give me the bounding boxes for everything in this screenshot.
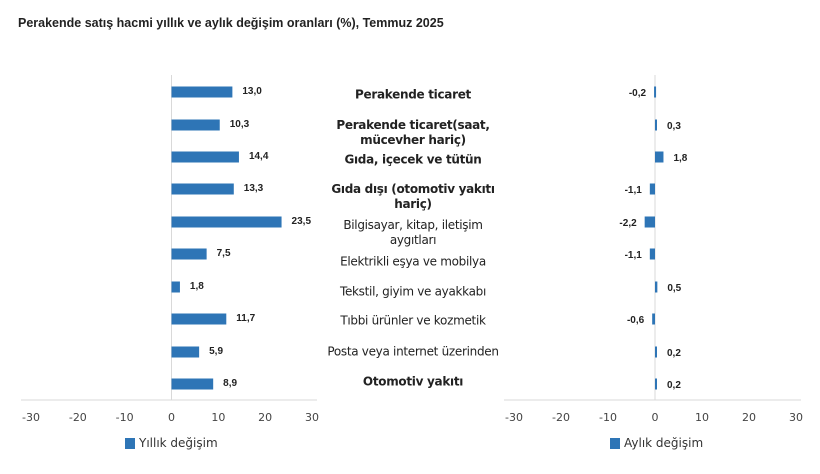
bar [171, 183, 234, 195]
x-tick-label: 20 [258, 411, 272, 424]
x-tick-label: -30 [22, 411, 40, 424]
data-label: 10,3 [230, 119, 250, 130]
bar [171, 151, 239, 163]
category-label: Bilgisayar, kitap, iletişim aygıtları [343, 218, 483, 247]
data-label: 0,2 [667, 380, 681, 391]
data-label: 13,0 [242, 86, 262, 97]
x-tick-label: 30 [789, 411, 803, 424]
bar [655, 346, 657, 358]
legend-label: Yıllık değişim [139, 436, 218, 450]
data-label: 0,3 [667, 121, 681, 132]
bar [171, 86, 233, 98]
bar [649, 183, 655, 195]
legend-monthly: Aylık değişim [610, 436, 703, 450]
x-tick-label: -10 [116, 411, 134, 424]
data-label: 11,7 [236, 313, 255, 324]
data-label: 14,4 [249, 151, 269, 162]
data-label: 7,5 [217, 248, 231, 259]
data-label: 8,9 [223, 378, 237, 389]
data-label: 0,2 [667, 348, 681, 359]
x-tick-label: -30 [505, 411, 523, 424]
data-label: 23,5 [292, 216, 312, 227]
bar [655, 119, 657, 131]
data-label: -0,6 [627, 315, 645, 326]
data-label: 5,9 [209, 346, 223, 357]
bar [649, 248, 655, 260]
bar [171, 119, 220, 131]
legend-swatch [610, 437, 620, 449]
category-label: Perakende ticaret [355, 87, 471, 102]
data-label: -2,2 [619, 218, 637, 229]
category-label: Otomotiv yakıtı [362, 374, 464, 389]
bar [655, 281, 658, 293]
bar [171, 313, 227, 325]
data-label: -1,1 [625, 185, 643, 196]
data-label: -0,2 [629, 88, 647, 99]
bar [655, 151, 664, 163]
data-label: 1,8 [190, 281, 204, 292]
x-tick-label: -20 [552, 411, 570, 424]
bar [644, 216, 655, 228]
bar [652, 313, 655, 325]
category-label: Gıda, içecek ve tütün [344, 152, 482, 167]
bar [654, 86, 657, 98]
category-label: Elektrikli eşya ve mobilya [340, 254, 486, 269]
category-label: Tekstil, giyim ve ayakkabı [339, 284, 487, 299]
category-label: Perakende ticaret(saat, mücevher hariç) [336, 118, 490, 147]
x-tick-label: 0 [652, 411, 659, 424]
bar [171, 378, 214, 390]
x-tick-label: 20 [742, 411, 756, 424]
data-label: 0,5 [667, 283, 681, 294]
bar [171, 248, 207, 260]
bar [171, 346, 200, 358]
data-label: -1,1 [625, 250, 643, 261]
bar [171, 216, 282, 228]
bar [171, 281, 180, 293]
x-tick-label: 30 [305, 411, 319, 424]
x-tick-label: -20 [69, 411, 87, 424]
legend-yearly: Yıllık değişim [125, 436, 218, 450]
x-tick-label: -10 [599, 411, 617, 424]
category-label: Gıda dışı (otomotiv yakıtı hariç) [331, 182, 495, 211]
x-tick-label: 10 [211, 411, 225, 424]
chart-title: Perakende satış hacmi yıllık ve aylık de… [18, 16, 444, 30]
legend-label: Aylık değişim [624, 436, 704, 450]
category-label: Tıbbi ürünler ve kozmetik [340, 313, 486, 328]
category-label: Posta veya internet üzerinden [327, 344, 499, 359]
data-label: 13,3 [244, 183, 264, 194]
x-tick-label: 0 [168, 411, 175, 424]
x-tick-label: 10 [695, 411, 709, 424]
bar [655, 378, 657, 390]
data-label: 1,8 [673, 153, 687, 164]
legend-swatch [125, 437, 135, 449]
